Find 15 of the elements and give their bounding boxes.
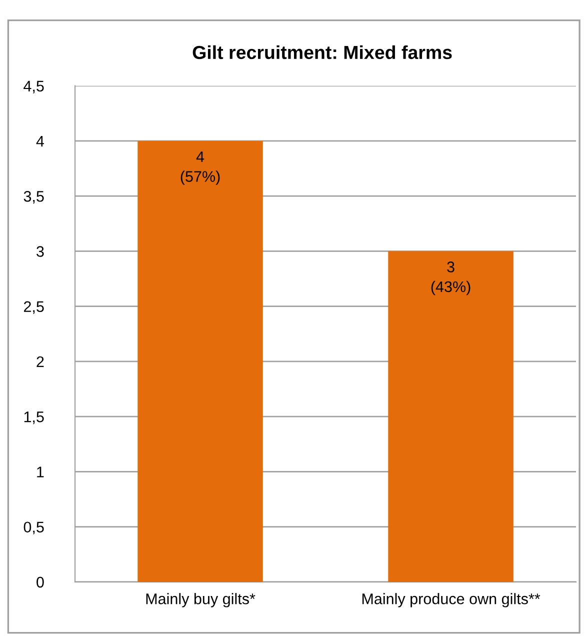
y-tick-label: 1 xyxy=(37,466,44,478)
chart-title: Gilt recruitment: Mixed farms xyxy=(192,45,452,60)
y-tick-label: 4 xyxy=(36,136,44,147)
y-tick-label: 0 xyxy=(36,576,44,588)
y-tick-label: 2 xyxy=(36,356,44,367)
y-tick-label: 1,5 xyxy=(24,412,44,424)
y-tick-label: 4,5 xyxy=(24,80,44,94)
y-tick-label: 2,5 xyxy=(24,301,44,314)
y-tick-label: 0,5 xyxy=(24,522,44,534)
y-tick-label: 3,5 xyxy=(24,190,44,204)
y-tick-label: 3 xyxy=(36,246,44,257)
x-tick-label: Mainly produce own gilts** xyxy=(362,593,540,608)
data-label: 3 (43%) xyxy=(431,262,470,296)
x-tick-label: Mainly buy gilts* xyxy=(146,593,256,608)
data-label: 4 (57%) xyxy=(180,151,220,185)
